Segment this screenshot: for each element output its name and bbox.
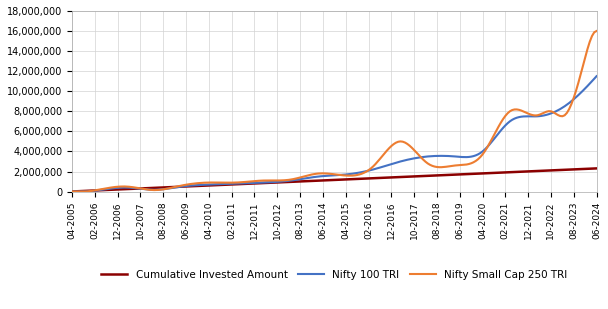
Cumulative Invested Amount	[568, 168, 575, 171]
Nifty Small Cap 250 TRI	[593, 29, 600, 33]
Nifty 100 TRI	[68, 190, 75, 193]
Nifty 100 TRI	[552, 110, 559, 113]
Nifty 100 TRI	[85, 190, 92, 193]
Line: Nifty 100 TRI: Nifty 100 TRI	[72, 76, 596, 192]
Cumulative Invested Amount	[143, 186, 151, 190]
Nifty 100 TRI	[593, 74, 600, 78]
Nifty Small Cap 250 TRI	[146, 188, 153, 192]
Cumulative Invested Amount	[593, 167, 600, 170]
Legend: Cumulative Invested Amount, Nifty 100 TRI, Nifty Small Cap 250 TRI: Cumulative Invested Amount, Nifty 100 TR…	[97, 265, 572, 284]
Nifty Small Cap 250 TRI	[575, 81, 582, 85]
Nifty Small Cap 250 TRI	[552, 112, 559, 115]
Cumulative Invested Amount	[292, 180, 299, 184]
Cumulative Invested Amount	[82, 189, 89, 193]
Nifty Small Cap 250 TRI	[570, 96, 578, 99]
Nifty 100 TRI	[71, 190, 78, 193]
Cumulative Invested Amount	[572, 167, 579, 171]
Nifty Small Cap 250 TRI	[71, 190, 78, 193]
Line: Nifty Small Cap 250 TRI: Nifty Small Cap 250 TRI	[72, 31, 596, 192]
Nifty 100 TRI	[575, 93, 582, 97]
Nifty Small Cap 250 TRI	[68, 190, 75, 193]
Cumulative Invested Amount	[68, 190, 75, 193]
Nifty Small Cap 250 TRI	[294, 176, 302, 180]
Nifty 100 TRI	[146, 188, 153, 192]
Nifty 100 TRI	[570, 97, 578, 101]
Line: Cumulative Invested Amount: Cumulative Invested Amount	[72, 168, 596, 192]
Cumulative Invested Amount	[550, 168, 557, 172]
Nifty 100 TRI	[294, 178, 302, 181]
Nifty Small Cap 250 TRI	[85, 189, 92, 193]
